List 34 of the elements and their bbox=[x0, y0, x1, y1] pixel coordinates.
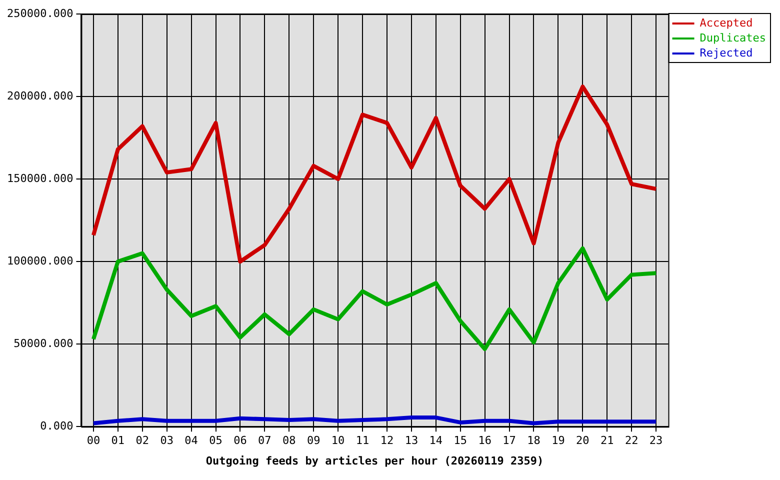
x-tick-label: 04 bbox=[184, 434, 198, 448]
x-tick-label: 05 bbox=[209, 434, 222, 448]
x-tick-label: 12 bbox=[380, 434, 394, 448]
x-tick-label: 13 bbox=[404, 434, 418, 448]
x-tick-label: 18 bbox=[527, 434, 540, 448]
legend-label: Rejected bbox=[700, 46, 753, 60]
x-tick-label: 11 bbox=[356, 434, 370, 448]
legend-label: Accepted bbox=[700, 16, 753, 30]
x-tick-label: 17 bbox=[502, 434, 516, 448]
x-tick-label: 00 bbox=[86, 434, 100, 448]
x-tick-label: 20 bbox=[576, 434, 590, 448]
x-tick-label: 14 bbox=[429, 434, 443, 448]
x-tick-label: 22 bbox=[624, 434, 638, 448]
legend-label: Duplicates bbox=[700, 31, 766, 44]
x-tick-label: 08 bbox=[282, 434, 296, 448]
y-tick-label: 200000.000 bbox=[6, 89, 74, 102]
x-tick-label: 03 bbox=[160, 434, 174, 448]
x-tick-label: 19 bbox=[552, 434, 565, 448]
y-tick-label: 250000.000 bbox=[6, 6, 74, 20]
y-tick-label: 100000.000 bbox=[6, 254, 74, 268]
x-tick-label: 21 bbox=[600, 434, 614, 448]
y-tick-label: 0.000 bbox=[40, 419, 74, 432]
x-tick-label: 01 bbox=[111, 434, 125, 448]
x-tick-label: 06 bbox=[234, 434, 247, 448]
x-tick-label: 09 bbox=[306, 434, 320, 448]
y-tick-label: 150000.000 bbox=[6, 172, 74, 185]
x-tick-label: 07 bbox=[258, 434, 272, 448]
x-tick-label: 16 bbox=[478, 434, 492, 448]
x-tick-label: 10 bbox=[331, 434, 345, 448]
y-tick-label: 50000.000 bbox=[14, 336, 74, 350]
x-axis-title: Outgoing feeds by articles per hour (20260119 2359) bbox=[206, 454, 544, 468]
x-tick-label: 15 bbox=[454, 434, 467, 448]
x-tick-label: 02 bbox=[136, 434, 149, 448]
x-tick-label: 23 bbox=[649, 434, 663, 448]
